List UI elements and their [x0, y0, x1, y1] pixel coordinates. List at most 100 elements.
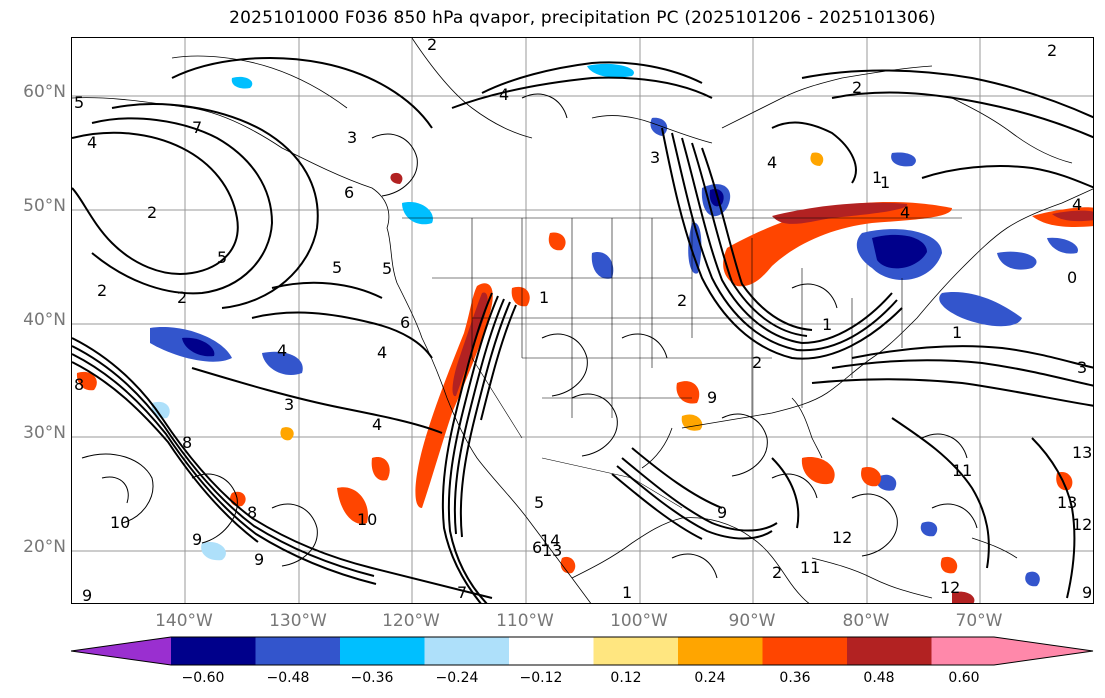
- qvapor-contours-thin: [81, 93, 978, 579]
- colorbar-segment: [509, 637, 594, 665]
- contour-label: 9: [707, 388, 717, 407]
- contour-label: 4: [1072, 195, 1082, 214]
- lon-label-100w: 100°W: [610, 611, 668, 631]
- contour-label: 2: [427, 38, 437, 54]
- contour-label: 12: [1072, 515, 1092, 534]
- contour-label: 2: [1047, 41, 1057, 60]
- colorbar-tick: 0.24: [694, 670, 726, 686]
- contour-label: 11: [800, 558, 820, 577]
- contour-label: 3: [1077, 358, 1087, 377]
- contour-label: 9: [192, 530, 202, 549]
- contour-label: 8: [74, 375, 84, 394]
- contour-label: 3: [650, 148, 660, 167]
- contour-label: 8: [182, 433, 192, 452]
- contour-label: 4: [377, 343, 387, 362]
- contour-label: 3: [347, 128, 357, 147]
- contour-label: 2: [752, 353, 762, 372]
- contour-label: 10: [357, 510, 377, 529]
- colorbar-tick: −0.48: [266, 670, 310, 686]
- lat-label-40n: 40°N: [23, 310, 66, 330]
- lat-label-60n: 60°N: [23, 82, 66, 102]
- contour-label: 7: [192, 118, 202, 137]
- colorbar-segment: [340, 637, 425, 665]
- colorbar-tick: −0.12: [519, 670, 563, 686]
- contour-label: 4: [372, 415, 382, 434]
- contour-label: 4: [87, 133, 97, 152]
- colorbar-extend-high: [994, 637, 1093, 665]
- contour-label: 5: [217, 248, 227, 267]
- lat-label-30n: 30°N: [23, 423, 66, 443]
- colorbar-segment: [931, 637, 994, 665]
- colorbar-segment: [762, 637, 847, 665]
- precip-shading: [76, 63, 1093, 603]
- contour-label: 12: [832, 528, 852, 547]
- contour-label: 4: [767, 153, 777, 172]
- colorbar-tick: −0.24: [435, 670, 479, 686]
- lon-label-70w: 70°W: [955, 611, 1003, 631]
- contour-label: 4: [499, 85, 509, 104]
- contour-label: 0: [1067, 268, 1077, 287]
- graticule: [72, 38, 1093, 603]
- contour-label: 2: [147, 203, 157, 222]
- contour-label: 14: [540, 531, 560, 550]
- contour-label: 7: [457, 583, 467, 602]
- coastlines: [72, 38, 1093, 603]
- contour-label: 13: [1072, 443, 1092, 462]
- contour-label: 1: [952, 323, 962, 342]
- contour-label: 13: [542, 541, 562, 560]
- contour-label: 4: [900, 203, 910, 222]
- lon-label-90w: 90°W: [728, 611, 776, 631]
- contour-label: 5: [332, 258, 342, 277]
- colorbar-tick: 0.60: [948, 670, 980, 686]
- colorbar-tick: −0.60: [181, 670, 225, 686]
- contour-label: 12: [940, 578, 960, 597]
- contour-label: 1: [822, 315, 832, 334]
- contour-label: 9: [82, 586, 92, 604]
- colorbar-segment: [171, 637, 256, 665]
- contour-label: 2: [852, 78, 862, 97]
- contour-label: 1: [622, 583, 632, 602]
- colorbar-tick: 0.48: [863, 670, 895, 686]
- map-panel: 2 2 2 2 5 5 3 7 4 1 6 5 3 6 4 2 2 4 3 5 …: [71, 37, 1094, 604]
- lon-label-130w: 130°W: [269, 611, 327, 631]
- contour-label: 3: [284, 395, 294, 414]
- lon-label-140w: 140°W: [155, 611, 213, 631]
- contour-label: 9: [1082, 583, 1092, 602]
- colorbar-tick: 0.36: [779, 670, 811, 686]
- contour-label: 5: [382, 259, 392, 278]
- contour-label: 6: [400, 313, 410, 332]
- contour-label: 1: [880, 173, 890, 192]
- contour-label: 2: [677, 291, 687, 310]
- colorbar-extend-low: [71, 637, 171, 665]
- colorbar-segment: [593, 637, 678, 665]
- colorbar-segment: [678, 637, 763, 665]
- map-canvas: 2 2 2 2 5 5 3 7 4 1 6 5 3 6 4 2 2 4 3 5 …: [72, 38, 1093, 604]
- colorbar-tick: 0.12: [610, 670, 642, 686]
- contour-label: 1: [539, 288, 549, 307]
- lon-label-110w: 110°W: [496, 611, 554, 631]
- lon-label-80w: 80°W: [842, 611, 890, 631]
- map-title: 2025101000 F036 850 hPa qvapor, precipit…: [229, 8, 936, 28]
- colorbar: [71, 636, 1094, 666]
- contour-label: 2: [177, 288, 187, 307]
- contour-labels: 2 2 2 2 5 5 3 7 4 1 6 5 3 6 4 2 2 4 3 5 …: [74, 38, 1092, 604]
- colorbar-tick: −0.36: [350, 670, 394, 686]
- contour-label: 2: [97, 281, 107, 300]
- contour-label: 10: [110, 513, 130, 532]
- lat-label-50n: 50°N: [23, 196, 66, 216]
- colorbar-segment: [255, 637, 340, 665]
- lat-label-20n: 20°N: [23, 537, 66, 557]
- lon-label-120w: 120°W: [382, 611, 440, 631]
- contour-label: 4: [277, 341, 287, 360]
- contour-label: 5: [534, 493, 544, 512]
- contour-label: 6: [344, 183, 354, 202]
- contour-label: 1: [872, 168, 882, 187]
- contour-label: 2: [772, 563, 782, 582]
- contour-label: 13: [1057, 493, 1077, 512]
- contour-label: 6: [532, 538, 542, 557]
- contour-label: 9: [254, 550, 264, 569]
- colorbar-segment: [847, 637, 932, 665]
- contour-label: 5: [74, 93, 84, 112]
- contour-label: 9: [717, 503, 727, 522]
- contour-label: 8: [247, 503, 257, 522]
